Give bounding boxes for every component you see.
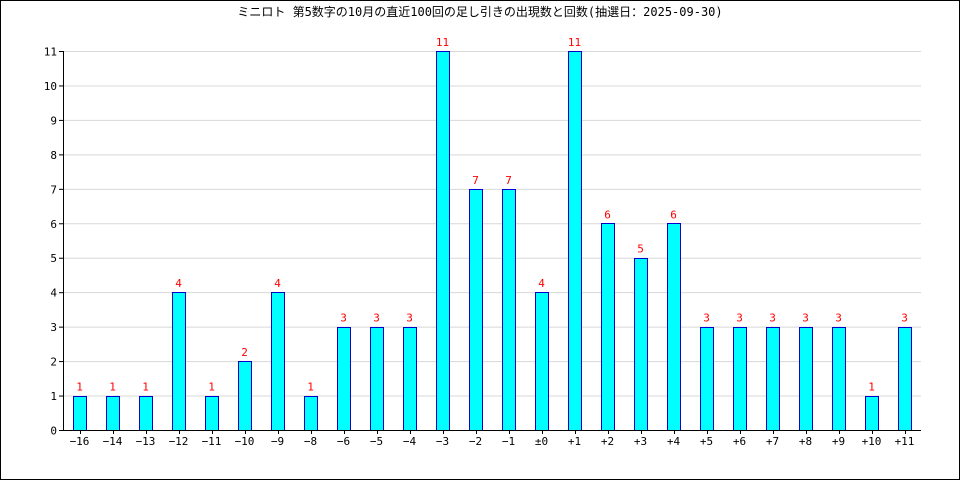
data-label: 11 (568, 36, 581, 49)
bar (898, 327, 912, 431)
bar (205, 396, 219, 431)
data-label: 1 (142, 381, 149, 394)
chart-title: ミニロト 第5数字の10月の直近100回の足し引きの出現数と回数(抽選日：202… (237, 4, 722, 19)
x-tick-label: −12 (169, 435, 189, 448)
bars (73, 51, 912, 431)
x-tick-label: −13 (136, 435, 156, 448)
data-label: 7 (472, 174, 479, 187)
y-tick-label: 7 (50, 183, 57, 196)
y-tick-label: 4 (50, 287, 57, 300)
bar (403, 327, 417, 431)
data-label: 6 (604, 208, 611, 221)
bar (139, 396, 153, 431)
x-tick-label: −11 (202, 435, 222, 448)
x-axis: −16 −14 −13 −12 −11 −10 −9 −8 −6 −5 −4 −3 −2 −1 ±0 +1 +2… (63, 430, 921, 448)
data-label: 3 (736, 312, 743, 325)
bar (535, 292, 549, 431)
bar (832, 327, 846, 431)
bar (238, 361, 252, 431)
data-label: 3 (835, 312, 842, 325)
bar (469, 189, 483, 431)
y-tick-label: 3 (50, 321, 57, 334)
x-tick-label: +4 (667, 435, 681, 448)
bar (337, 327, 351, 431)
x-tick-label: −14 (103, 435, 123, 448)
x-tick-label: +9 (832, 435, 845, 448)
bar (502, 189, 516, 431)
data-label: 3 (802, 312, 809, 325)
y-axis: 0 1 2 3 4 5 6 7 8 9 10 11 (44, 46, 64, 438)
data-label: 4 (175, 277, 182, 290)
y-tick-label: 6 (50, 218, 57, 231)
x-tick-label: −9 (271, 435, 284, 448)
x-tick-label: −10 (235, 435, 255, 448)
data-label: 3 (406, 312, 413, 325)
data-label: 11 (436, 36, 449, 49)
y-tick-label: 1 (50, 390, 57, 403)
data-label: 3 (373, 312, 380, 325)
bar (733, 327, 747, 431)
bar (865, 396, 879, 431)
bar (304, 396, 318, 431)
bar (73, 396, 87, 431)
bar (601, 223, 615, 431)
data-label: 3 (703, 312, 710, 325)
y-tick-label: 10 (44, 80, 57, 93)
x-tick-label: +11 (895, 435, 915, 448)
data-label: 7 (505, 174, 512, 187)
bar (766, 327, 780, 431)
y-tick-label: 9 (50, 114, 57, 127)
x-tick-label: +5 (700, 435, 713, 448)
data-label: 3 (769, 312, 776, 325)
bar (106, 396, 120, 431)
data-label: 1 (76, 381, 83, 394)
data-label: 4 (274, 277, 281, 290)
bar (700, 327, 714, 431)
data-label: 5 (637, 243, 644, 256)
data-label: 4 (538, 277, 545, 290)
y-tick-label: 2 (50, 356, 57, 369)
x-tick-label: −2 (469, 435, 482, 448)
x-tick-label: −8 (304, 435, 317, 448)
data-label: 1 (208, 381, 215, 394)
data-label: 1 (307, 381, 314, 394)
x-tick-label: +6 (733, 435, 746, 448)
data-label: 1 (868, 381, 875, 394)
bar (436, 51, 450, 431)
x-tick-label: −1 (502, 435, 515, 448)
data-label: 3 (340, 312, 347, 325)
bar (370, 327, 384, 431)
x-tick-label: −6 (337, 435, 350, 448)
x-tick-label: +7 (766, 435, 779, 448)
x-tick-label: +3 (634, 435, 647, 448)
x-tick-label: −3 (436, 435, 449, 448)
data-label: 6 (670, 208, 677, 221)
x-tick-label: −4 (403, 435, 417, 448)
gridlines (63, 51, 921, 397)
x-tick-label: +2 (601, 435, 614, 448)
y-tick-label: 0 (50, 425, 57, 438)
y-tick-label: 8 (50, 149, 57, 162)
x-tick-label: ±0 (535, 435, 548, 448)
x-tick-label: +1 (568, 435, 581, 448)
bar (271, 292, 285, 431)
x-tick-label: +8 (799, 435, 812, 448)
data-label: 3 (901, 312, 908, 325)
data-label: 2 (241, 346, 248, 359)
y-tick-label: 5 (50, 252, 57, 265)
x-tick-label: −16 (70, 435, 90, 448)
x-tick-label: +10 (862, 435, 882, 448)
y-tick-label: 11 (44, 46, 57, 59)
bar (799, 327, 813, 431)
bar (634, 258, 648, 431)
bar (667, 223, 681, 431)
x-tick-label: −5 (370, 435, 383, 448)
data-label: 1 (109, 381, 116, 394)
bar (568, 51, 582, 431)
bar (172, 292, 186, 431)
